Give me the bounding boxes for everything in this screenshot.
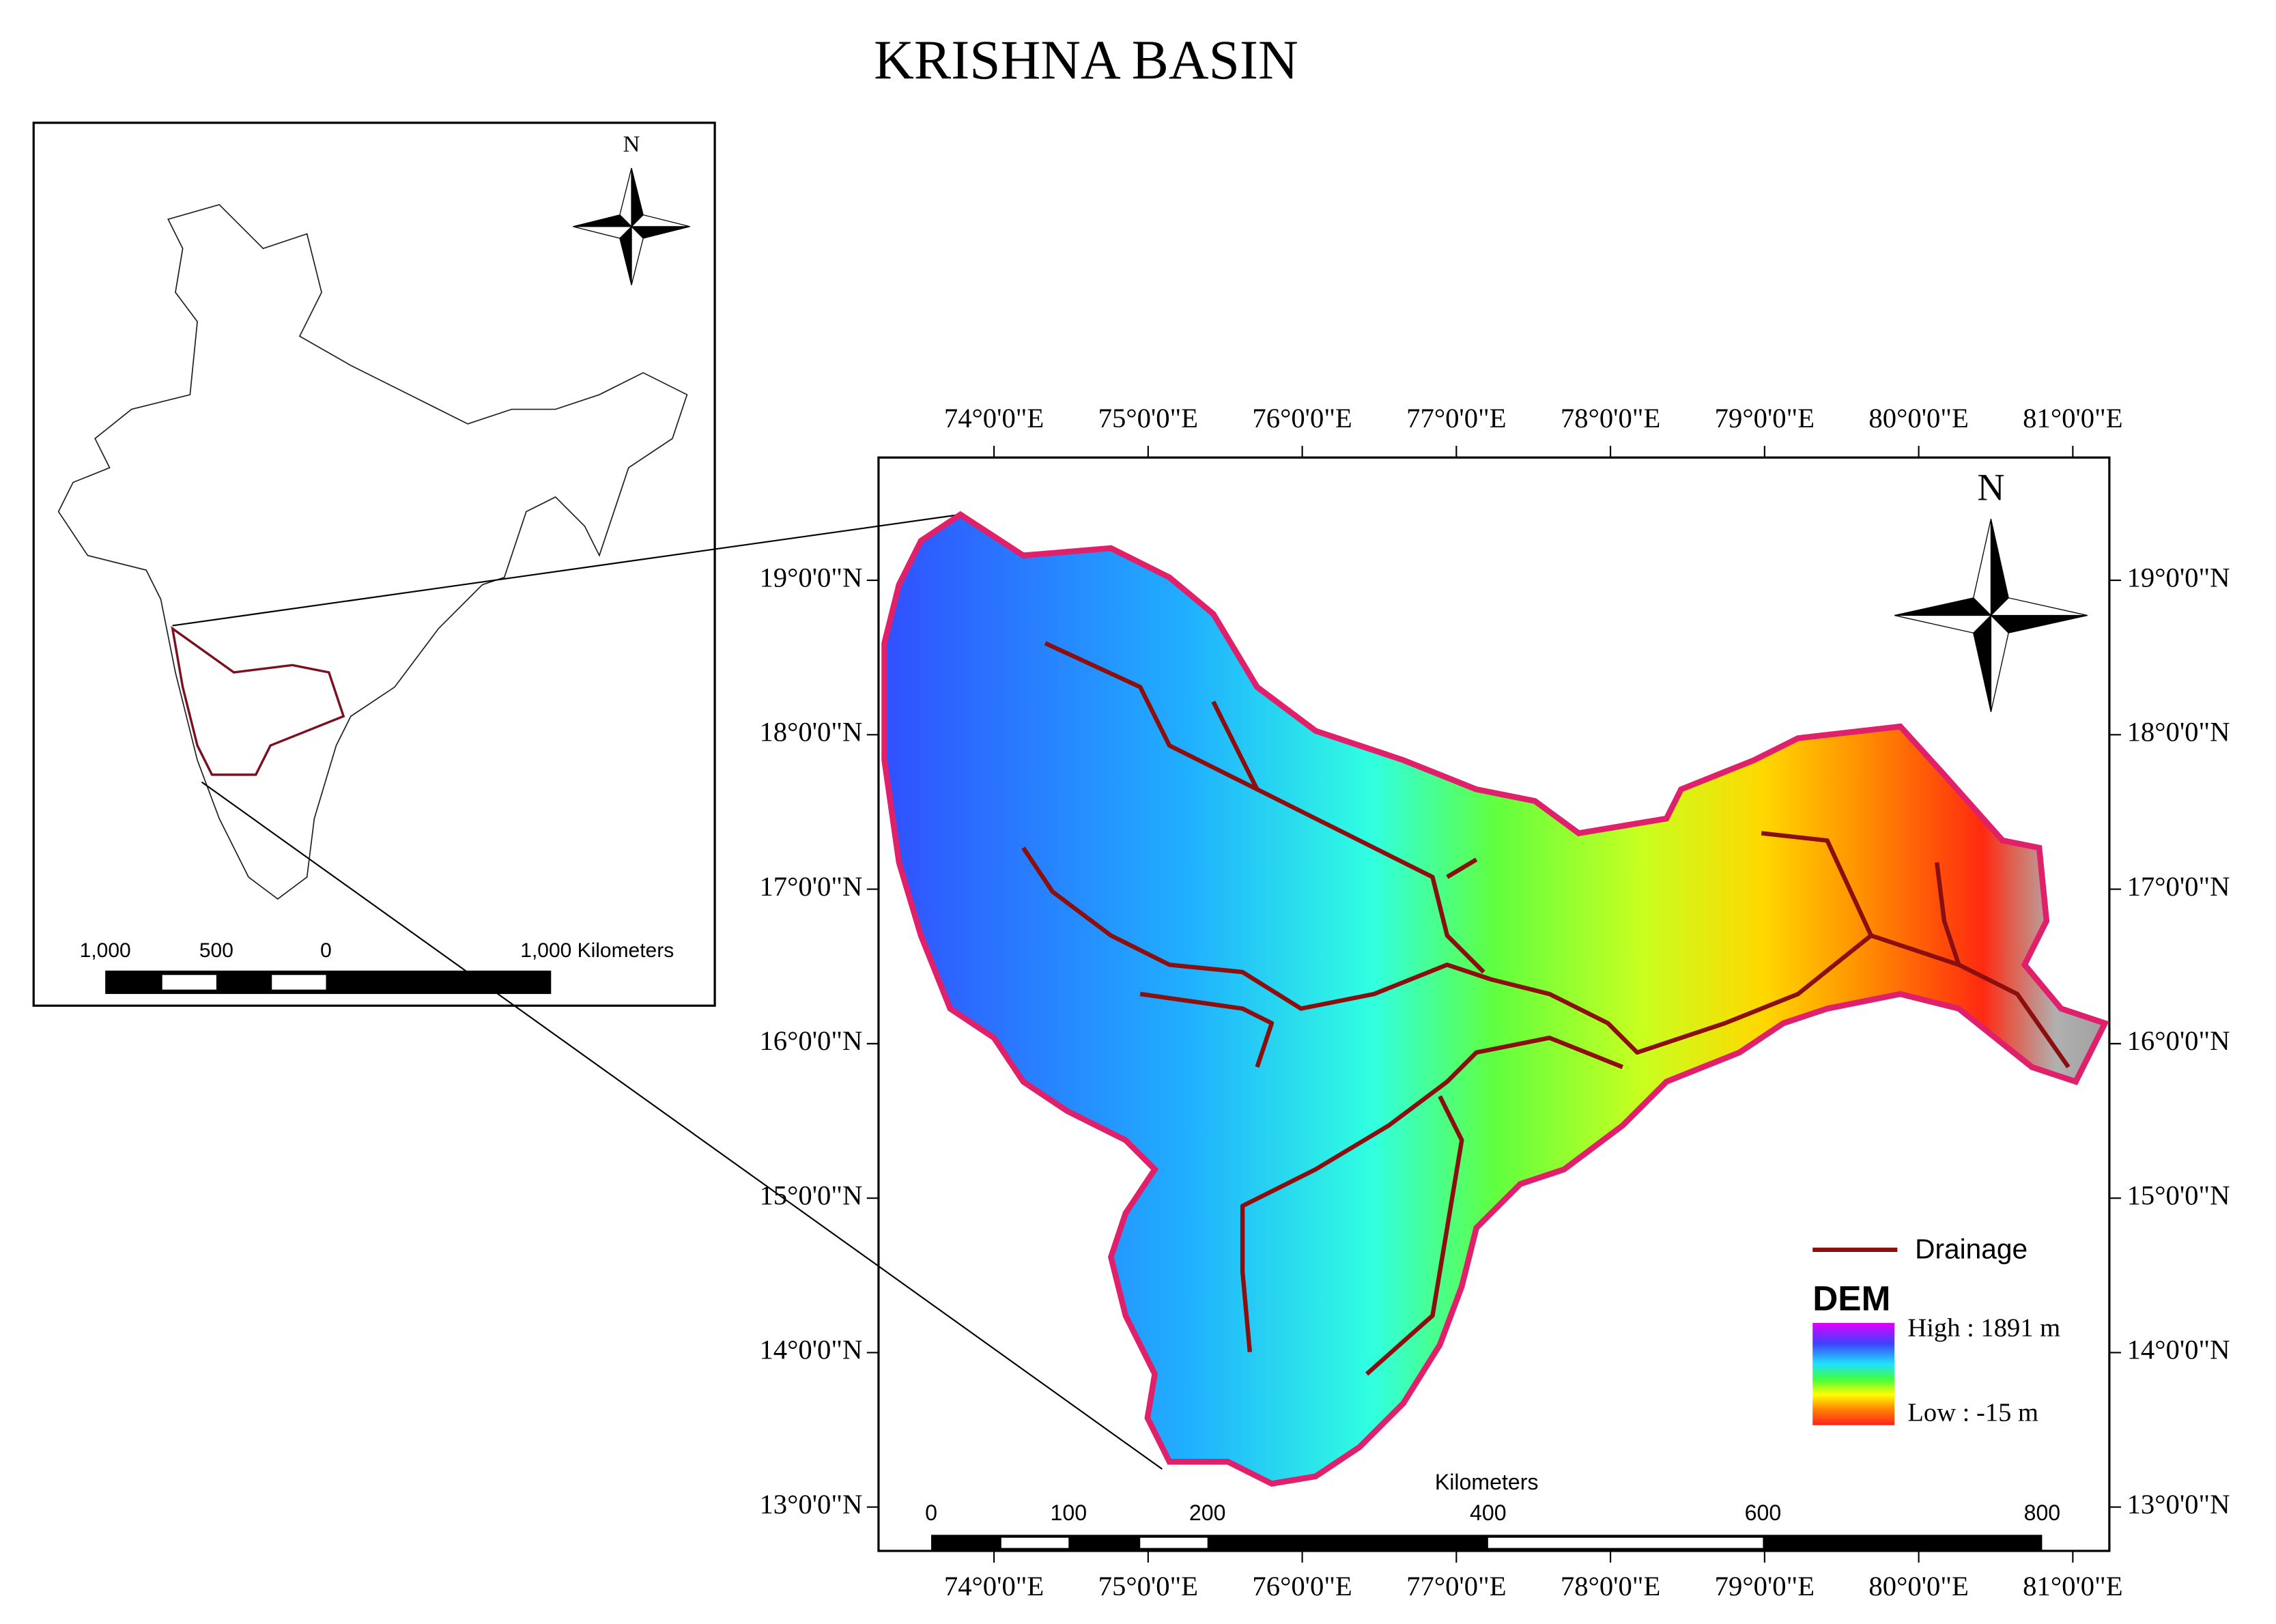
lon-label: 76°0'0"E [1252,403,1352,433]
lat-label: 16°0'0"N [759,1025,862,1056]
lat-label: 13°0'0"N [2127,1489,2230,1520]
compass-point [1989,597,2088,616]
inset-scale-label: 0 [320,939,332,962]
inset-scale-label: 1,000 Kilometers [520,939,674,962]
main-scale-label: 800 [2024,1500,2061,1525]
lon-label: 74°0'0"E [944,403,1044,433]
main-scale-label: 600 [1745,1500,1782,1525]
lat-label: 18°0'0"N [2127,717,2230,747]
connector-line [201,781,1163,1470]
lon-label: 77°0'0"E [1406,1571,1506,1601]
lon-label: 78°0'0"E [1561,403,1660,433]
inset-basin [171,625,345,776]
main-scale-label: 200 [1189,1500,1226,1525]
lon-label: 79°0'0"E [1715,403,1815,433]
india-outline [57,203,688,900]
lon-label: 77°0'0"E [1406,403,1506,433]
lon-label: 74°0'0"E [944,1571,1044,1601]
lon-label: 80°0'0"E [1868,1571,1968,1601]
compass-point [630,214,690,227]
inset-scale-label: 1,000 [80,939,131,962]
compass-point [573,226,633,239]
legend-low: Low : -15 m [1907,1399,2038,1427]
inset-scale-label: 500 [199,939,233,962]
inset-scale-bar [105,970,552,995]
lat-label: 15°0'0"N [2127,1180,2230,1210]
compass-point [631,225,644,285]
lon-label: 81°0'0"E [2023,403,2122,433]
compass-point [1894,597,1992,616]
legend-dem: DEM [1812,1278,1890,1317]
lat-label: 17°0'0"N [759,871,862,902]
lon-label: 78°0'0"E [1561,1571,1660,1601]
lon-label: 75°0'0"E [1098,1571,1198,1601]
main-scale-bar [931,1535,2043,1551]
compass-point [1894,614,1992,633]
lat-label: 17°0'0"N [2127,871,2230,902]
scale-unit: Kilometers [1435,1470,1539,1494]
main-scale-label: 100 [1050,1500,1087,1525]
lon-label: 79°0'0"E [1715,1571,1815,1601]
lat-label: 19°0'0"N [2127,562,2230,593]
legend-high: High : 1891 m [1907,1313,2060,1342]
lon-label: 75°0'0"E [1098,403,1198,433]
lat-label: 19°0'0"N [759,562,862,593]
inset-north: N [623,131,640,157]
lat-label: 16°0'0"N [2127,1025,2230,1056]
legend-dem-ramp [1812,1322,1895,1425]
lat-label: 18°0'0"N [759,717,862,747]
inset-frame [32,122,716,1007]
legend-drainage: Drainage [1915,1234,2028,1265]
lon-label: 81°0'0"E [2023,1571,2122,1601]
connector-line [172,513,961,627]
lon-label: 76°0'0"E [1252,1571,1352,1601]
title: KRISHNA BASIN [874,29,1298,91]
drainage-network [1021,641,2071,1376]
lon-label: 80°0'0"E [1868,403,1968,433]
lat-label: 14°0'0"N [2127,1335,2230,1365]
compass-point [1990,614,2009,712]
lat-label: 15°0'0"N [759,1180,862,1210]
main-scale-label: 400 [1470,1500,1507,1525]
main-north: N [1977,466,2004,509]
main-scale-label: 0 [925,1500,937,1525]
lat-label: 13°0'0"N [759,1489,862,1520]
lat-label: 14°0'0"N [759,1335,862,1365]
